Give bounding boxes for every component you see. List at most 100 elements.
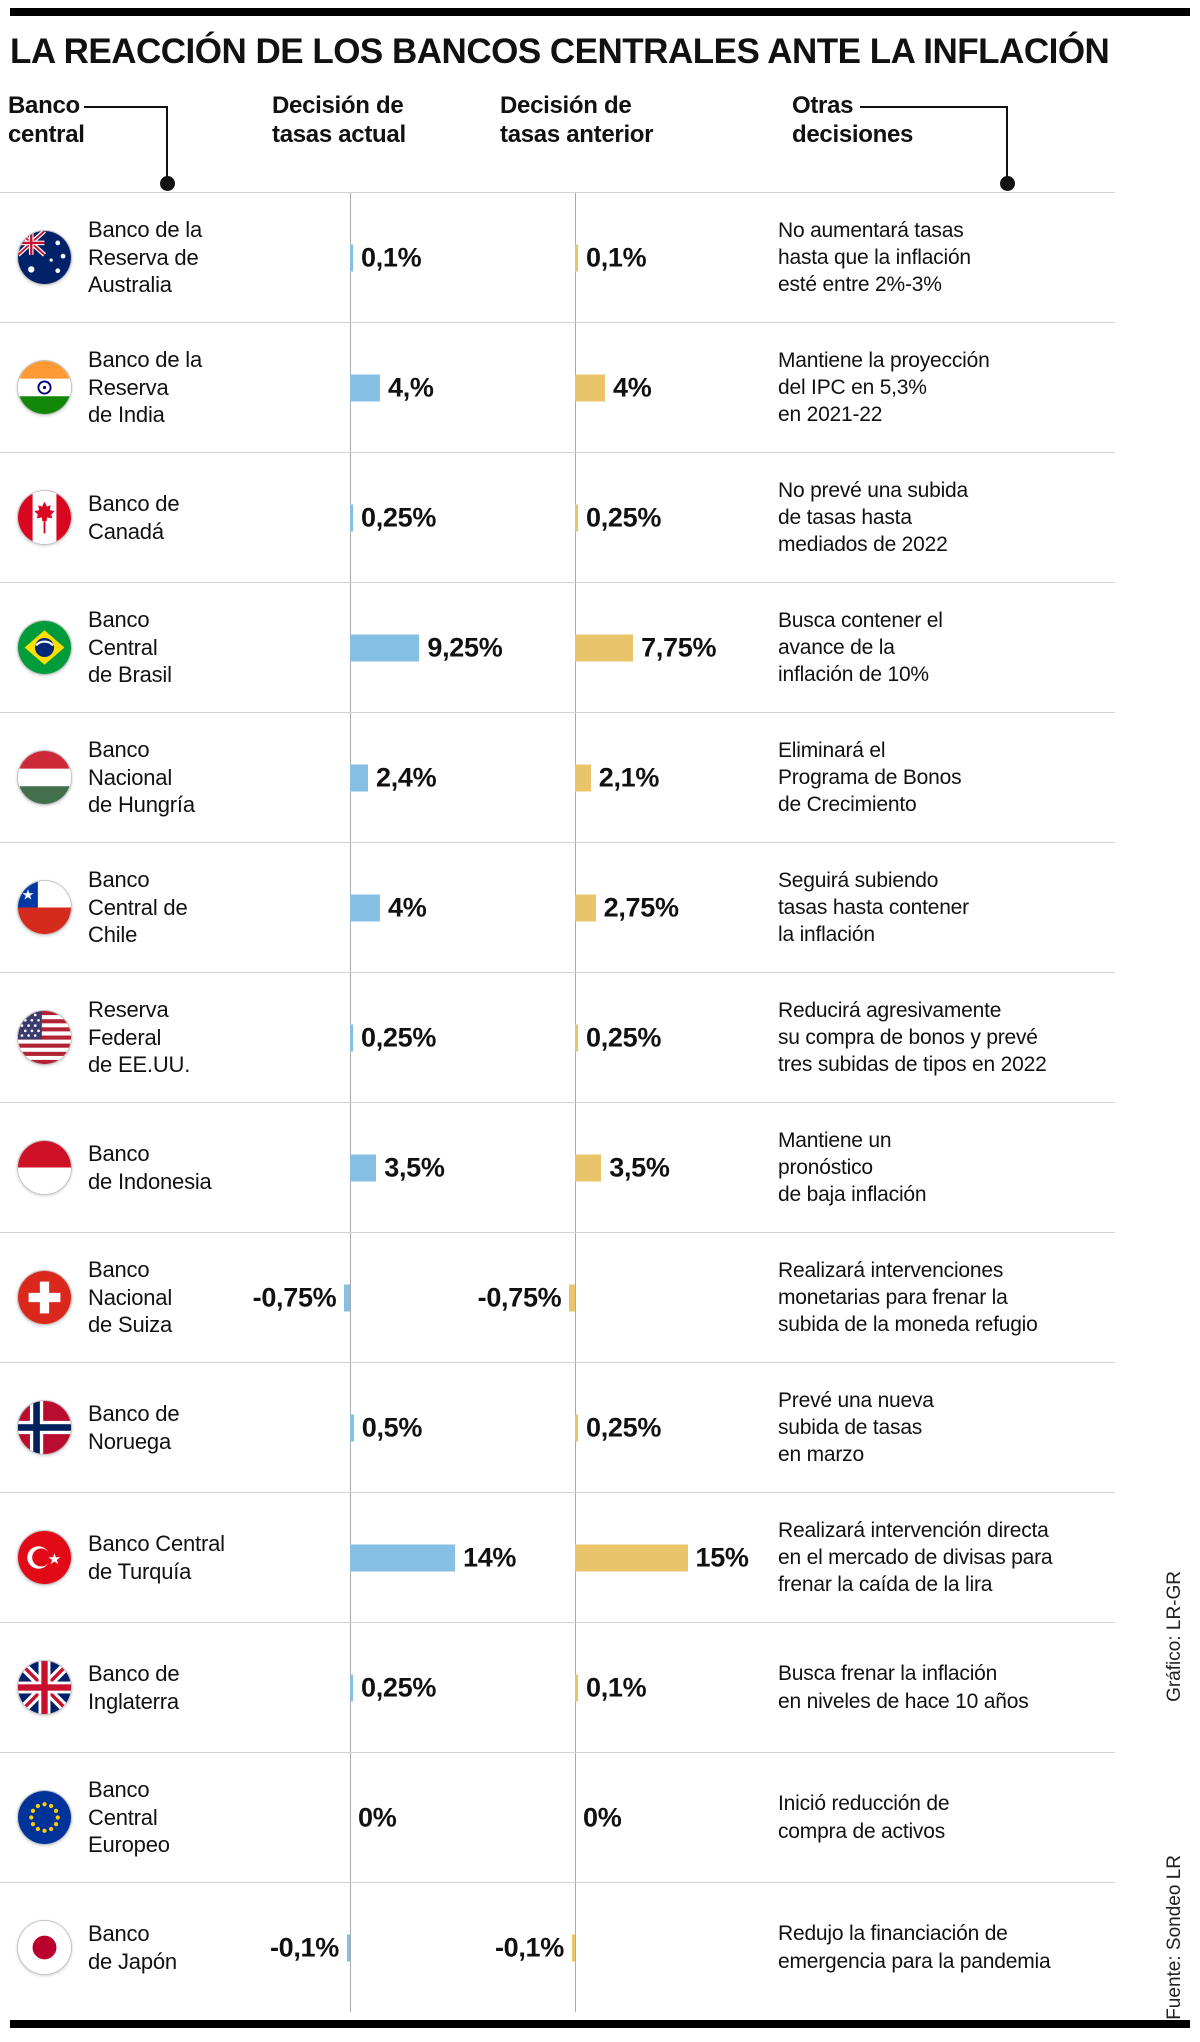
previous-rate-value: 2,75% [603,892,679,922]
other-decisions-text: Busca contener el avance de la inflación… [778,608,943,687]
other-decisions-text: No aumentará tasas hasta que la inflació… [778,218,971,297]
previous-rate-bar [575,1154,602,1181]
other-decisions-text: Reducirá agresivamente su compra de bono… [778,998,1047,1077]
current-rate-bar [350,244,353,271]
other-decisions-text: Mantiene la proyección del IPC en 5,3% e… [778,348,990,427]
previous-rate-value: 0,1% [586,1672,647,1702]
previous-rate-cell: 3,5% [503,1103,778,1232]
bank-row-hungary: Banco Nacional de Hungría 2,4% 2,1% Elim… [0,712,1115,842]
other-decisions-text: Realizará intervención directa en el mer… [778,1518,1053,1597]
page-title: LA REACCIÓN DE LOS BANCOS CENTRALES ANTE… [10,32,1110,71]
previous-rate-bar [575,1544,688,1571]
current-rate-cell: 3,5% [278,1103,503,1232]
bank-row-uk: Banco de Inglaterra 0,25% 0,1% Busca fre… [0,1622,1115,1752]
bank-row-brazil: Banco Central de Brasil 9,25% 7,75% Busc… [0,582,1115,712]
flag-eu-icon [16,1790,72,1845]
col-header-previous-rate: Decisión de tasas anterior [500,92,654,148]
flag-usa-icon [16,1010,72,1065]
bank-row-switzerland: Banco Nacional de Suiza -0,75% -0,75% Re… [0,1232,1115,1362]
current-rate-bar [350,764,368,791]
current-rate-cell: 0,5% [278,1363,503,1492]
current-rate-bar [350,634,420,661]
bank-row-india: Banco de la Reserva de India 4,% 4% Mant… [0,322,1115,452]
current-rate-bar [350,894,380,921]
flag-indonesia-icon [16,1140,72,1195]
bank-row-chile: Banco Central de Chile 4% 2,75% Seguirá … [0,842,1115,972]
previous-rate-value: -0,1% [494,1932,564,1962]
current-rate-value: 2,4% [376,762,437,792]
previous-rate-bar [575,634,634,661]
bank-name: Banco Central de Turquía [88,1531,225,1584]
other-decisions-text: Mantiene un pronóstico de baja inflación [778,1128,927,1207]
previous-rate-cell: 15% [503,1493,778,1622]
previous-rate-value: 0,25% [586,1022,662,1052]
current-rate-value: 3,5% [384,1152,445,1182]
other-decisions-text: No prevé una subida de tasas hasta media… [778,478,968,557]
current-rate-value: 4,% [388,372,434,402]
current-rate-cell: 0,25% [278,973,503,1102]
current-rate-value: 0,25% [361,502,437,532]
previous-rate-bar [575,764,591,791]
other-decisions-text: Busca frenar la inflación en niveles de … [778,1662,1029,1713]
current-rate-value: 0% [358,1802,397,1832]
current-rate-cell: 0% [278,1753,503,1882]
current-rate-cell: 9,25% [278,583,503,712]
previous-rate-bar [575,374,605,401]
current-rate-cell: 14% [278,1493,516,1622]
current-rate-cell: 0,25% [278,453,503,582]
bank-name: Banco de Japón [88,1921,177,1974]
current-rate-cell: -0,75% [253,1233,503,1362]
other-decisions-text: Eliminará el Programa de Bonos de Crecim… [778,738,962,817]
bank-row-australia: Banco de la Reserva de Australia 0,1% 0,… [0,192,1115,322]
other-decisions-text: Realizará intervenciones monetarias para… [778,1258,1038,1337]
other-decisions-text: Prevé una nueva subida de tasas en marzo [778,1388,934,1467]
bottom-rule [10,2020,1190,2028]
current-rate-cell: 4% [278,843,503,972]
bank-row-usa: Reserva Federal de EE.UU. 0,25% 0,25% Re… [0,972,1115,1102]
bank-row-eu: Banco Central Europeo 0% 0% Inició reduc… [0,1752,1115,1882]
previous-rate-cell: 0% [503,1753,778,1882]
current-rate-bar [350,1544,455,1571]
connector-dot [160,176,175,191]
flag-chile-icon [16,880,72,935]
connector-line [166,106,168,180]
previous-rate-bar [572,1934,575,1961]
bank-name: Banco de Inglaterra [88,1661,180,1714]
previous-rate-bar [575,1674,578,1701]
current-rate-value: -0,1% [269,1932,339,1962]
col-header-bank: Banco central [8,92,85,148]
previous-rate-cell: 0,1% [503,1623,778,1752]
top-rule [10,8,1190,16]
bank-name: Banco Nacional de Hungría [88,737,195,818]
credit-graphic: Gráfico: LR-GR [1164,1571,1185,1702]
current-rate-bar [347,1934,350,1961]
bank-name: Banco Central Europeo [88,1777,170,1858]
current-rate-value: 14% [463,1542,517,1572]
current-rate-value: 0,25% [361,1672,437,1702]
bank-row-indonesia: Banco de Indonesia 3,5% 3,5% Mantiene un… [0,1102,1115,1232]
bank-row-turkey: Banco Central de Turquía 14% 15% Realiza… [0,1492,1115,1622]
other-decisions-text: Seguirá subiendo tasas hasta contener la… [778,868,969,947]
current-rate-bar [350,1674,353,1701]
previous-rate-value: 15% [695,1542,749,1572]
previous-rate-value: 0,25% [586,502,662,532]
previous-rate-value: 4% [613,372,652,402]
bank-row-japan: Banco de Japón -0,1% -0,1% Redujo la fin… [0,1882,1115,2012]
previous-rate-bar [569,1284,575,1311]
current-rate-cell: -0,1% [270,1883,503,2012]
previous-rate-value: 2,1% [598,762,660,792]
current-rate-cell: 0,1% [278,193,503,322]
previous-rate-cell: 2,75% [503,843,778,972]
bank-name: Reserva Federal de EE.UU. [88,997,191,1078]
current-rate-value: 0,25% [361,1022,437,1052]
current-rate-value: -0,75% [252,1282,337,1312]
bank-row-norway: Banco de Noruega 0,5% 0,25% Prevé una nu… [0,1362,1115,1492]
previous-rate-value: 3,5% [609,1152,670,1182]
flag-switzerland-icon [16,1270,72,1325]
connector-line [84,106,168,108]
current-rate-value: 0,1% [361,242,422,272]
previous-rate-value: -0,75% [477,1282,562,1312]
current-rate-value: 9,25% [427,632,503,662]
current-rate-bar [350,1024,353,1051]
flag-turkey-icon [16,1530,72,1585]
